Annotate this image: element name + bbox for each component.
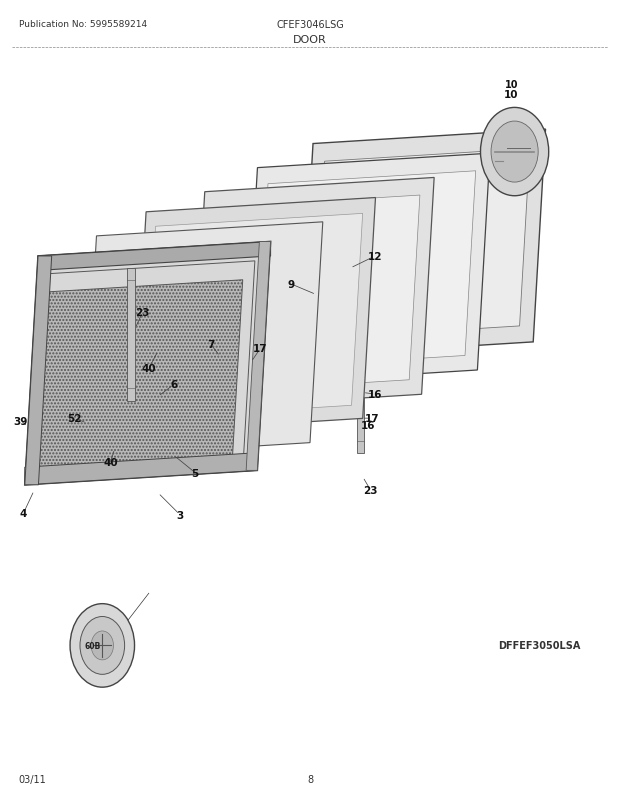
Circle shape xyxy=(491,122,538,183)
Text: DOOR: DOOR xyxy=(293,34,327,44)
Polygon shape xyxy=(25,242,270,485)
Polygon shape xyxy=(257,172,476,369)
Text: DFFEF3050LSA: DFFEF3050LSA xyxy=(498,641,580,650)
Polygon shape xyxy=(108,437,133,449)
Text: 16: 16 xyxy=(368,390,383,399)
Text: 10: 10 xyxy=(505,80,518,90)
Circle shape xyxy=(80,617,125,674)
Text: 52: 52 xyxy=(67,414,82,423)
Circle shape xyxy=(70,604,135,687)
Text: 8: 8 xyxy=(307,775,313,784)
Text: 40: 40 xyxy=(141,364,156,374)
Polygon shape xyxy=(34,281,243,469)
Text: 23: 23 xyxy=(363,486,378,496)
Text: 10: 10 xyxy=(504,91,519,100)
Text: 17: 17 xyxy=(365,414,379,423)
Text: Publication No: 5995589214: Publication No: 5995589214 xyxy=(19,20,147,29)
Polygon shape xyxy=(127,269,135,401)
Text: 9: 9 xyxy=(288,280,295,290)
Polygon shape xyxy=(144,214,363,419)
Text: 03/11: 03/11 xyxy=(19,775,46,784)
Text: CFEF3046LSG: CFEF3046LSG xyxy=(276,20,344,30)
Polygon shape xyxy=(133,198,376,433)
Polygon shape xyxy=(84,222,323,457)
Polygon shape xyxy=(192,178,434,409)
Text: eReplacementParts.com: eReplacementParts.com xyxy=(193,416,303,426)
Text: 3: 3 xyxy=(176,510,184,520)
Text: 60B: 60B xyxy=(84,641,100,650)
Text: 16: 16 xyxy=(361,420,376,430)
Polygon shape xyxy=(152,337,177,349)
Text: 23: 23 xyxy=(135,308,150,318)
Polygon shape xyxy=(301,130,546,357)
Polygon shape xyxy=(25,453,257,485)
Text: 5: 5 xyxy=(192,468,199,478)
Polygon shape xyxy=(245,154,490,385)
Text: 40: 40 xyxy=(103,458,118,468)
Text: 6: 6 xyxy=(170,380,177,390)
Circle shape xyxy=(480,108,549,196)
Text: 39: 39 xyxy=(13,416,28,426)
Text: 17: 17 xyxy=(253,344,268,354)
Polygon shape xyxy=(205,196,420,393)
Text: 12: 12 xyxy=(368,252,383,261)
Polygon shape xyxy=(246,242,270,471)
Polygon shape xyxy=(25,257,51,485)
Text: 7: 7 xyxy=(207,340,215,350)
Polygon shape xyxy=(38,242,270,271)
Text: 4: 4 xyxy=(20,508,27,518)
Polygon shape xyxy=(356,329,364,453)
Circle shape xyxy=(91,631,113,660)
Polygon shape xyxy=(314,149,530,339)
